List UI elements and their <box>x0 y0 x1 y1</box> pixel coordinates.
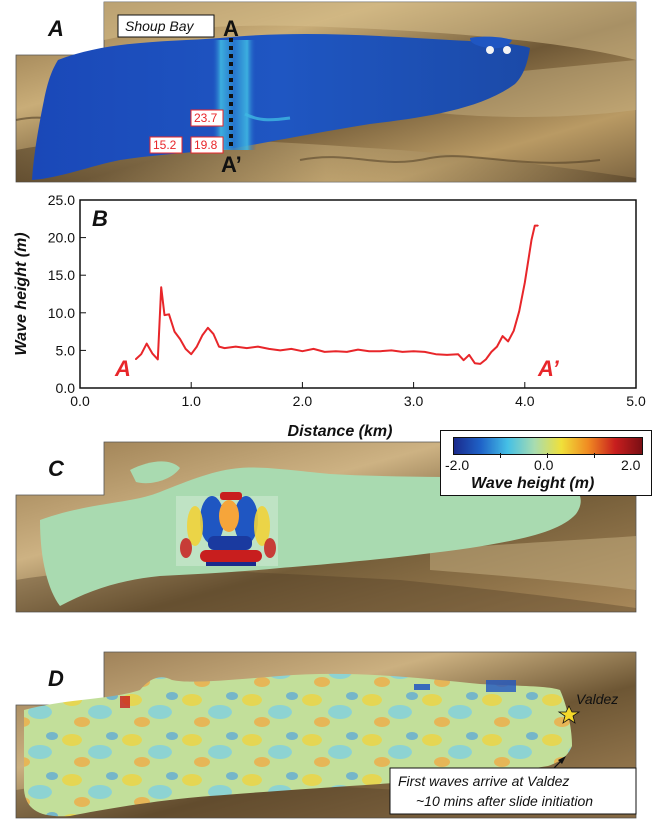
colorbar-max-label: 2.0 <box>621 457 641 473</box>
x-tick-label: 5.0 <box>626 393 646 409</box>
panel-letter: A <box>47 16 64 41</box>
x-tick-label: 4.0 <box>515 393 535 409</box>
data-point <box>435 353 437 355</box>
data-point <box>368 350 370 352</box>
place-label: Valdez <box>576 691 618 707</box>
y-tick-label: 15.0 <box>48 267 75 283</box>
data-point <box>151 352 153 355</box>
data-point <box>513 330 515 332</box>
data-point <box>290 348 292 350</box>
x-tick-label: 1.0 <box>181 393 201 409</box>
x-axis-label: Distance (km) <box>288 423 393 440</box>
y-tick-label: 25.0 <box>48 192 75 208</box>
y-tick-label: 10.0 <box>48 305 75 321</box>
marker-label: 15.2 <box>153 138 177 152</box>
wave-field <box>176 492 278 566</box>
data-point <box>301 350 303 352</box>
data-point <box>312 348 315 350</box>
data-point <box>173 331 176 333</box>
data-point <box>518 310 520 312</box>
data-point <box>507 340 509 342</box>
data-point <box>530 239 533 241</box>
marker-label: 23.7 <box>194 111 218 125</box>
colorbar-strip <box>453 437 643 455</box>
data-point <box>207 327 209 329</box>
panel-letter: D <box>48 666 64 691</box>
data-point <box>190 353 192 355</box>
data-point <box>390 349 392 351</box>
data-point <box>485 358 487 361</box>
x-tick-label: 0.0 <box>70 393 90 409</box>
section-end-label: A’ <box>221 152 242 177</box>
data-point <box>424 351 426 353</box>
y-axis-label: Wave height (m) <box>13 232 30 355</box>
data-point <box>196 346 198 348</box>
data-point <box>157 358 159 361</box>
marker-label: 19.8 <box>194 138 218 152</box>
plot-frame <box>79 199 637 389</box>
end-label: A’ <box>537 356 560 381</box>
panel-d-map: Valdez First waves arrive at Valdez ~10 … <box>15 651 637 819</box>
data-point <box>185 348 187 350</box>
data-point <box>163 314 166 316</box>
data-point <box>235 346 237 348</box>
panel-letter: B <box>92 206 108 231</box>
data-point <box>257 346 259 348</box>
data-point <box>501 335 504 337</box>
data-point <box>218 346 220 348</box>
data-point <box>463 359 465 361</box>
x-tick-label: 3.0 <box>404 393 424 409</box>
wave-height-chart: 0.0 5.0 10.0 15.0 20.0 25.0 0.0 1.0 2.0 3.0 4.0 5.… <box>13 192 646 440</box>
data-point <box>357 349 359 351</box>
y-tick-label: 5.0 <box>56 342 76 358</box>
data-point <box>223 347 226 349</box>
data-point <box>537 224 539 227</box>
data-point <box>457 353 459 355</box>
data-point <box>279 349 281 351</box>
data-point <box>160 286 162 288</box>
data-point <box>335 350 337 352</box>
data-point <box>490 351 493 353</box>
colorbar-mid-label: 0.0 <box>534 457 554 473</box>
arrow-icon <box>558 756 566 764</box>
x-tick-label: 2.0 <box>293 393 313 409</box>
colorbar-min-label: -2.0 <box>445 457 470 473</box>
data-point <box>140 353 142 355</box>
panel-a-map: A A’ Shoup Bay 23.7 15.2 19.8 A <box>15 1 637 183</box>
data-point <box>468 354 470 356</box>
data-point <box>413 350 415 352</box>
start-label: A <box>114 356 131 381</box>
y-tick-label: 20.0 <box>48 230 75 246</box>
data-point <box>479 363 481 365</box>
data-point <box>496 346 498 348</box>
data-point <box>268 348 270 350</box>
colorbar-legend: -2.0 0.0 2.0 Wave height (m) <box>440 430 652 496</box>
data-point <box>524 282 526 284</box>
data-point <box>446 354 448 356</box>
star-icon <box>557 705 581 724</box>
data-point <box>135 358 137 361</box>
data-point <box>346 351 348 353</box>
data-point <box>379 350 381 352</box>
note-line: ~10 mins after slide initiation <box>416 793 593 809</box>
data-point <box>534 224 536 227</box>
data-point <box>146 343 148 345</box>
data-point <box>474 362 476 364</box>
data-point <box>246 347 248 349</box>
colorbar-title: Wave height (m) <box>471 475 595 492</box>
data-point <box>201 334 203 336</box>
section-start-label: A <box>223 16 239 41</box>
place-label: Shoup Bay <box>125 18 194 34</box>
data-point <box>168 313 170 315</box>
data-point <box>324 351 326 353</box>
panel-letter: C <box>48 456 65 481</box>
y-tick-label: 0.0 <box>56 380 76 396</box>
data-point <box>179 338 181 340</box>
note-line: First waves arrive at Valdez <box>398 773 569 789</box>
data-point <box>527 261 529 263</box>
data-point <box>212 333 215 335</box>
data-point <box>401 351 404 353</box>
